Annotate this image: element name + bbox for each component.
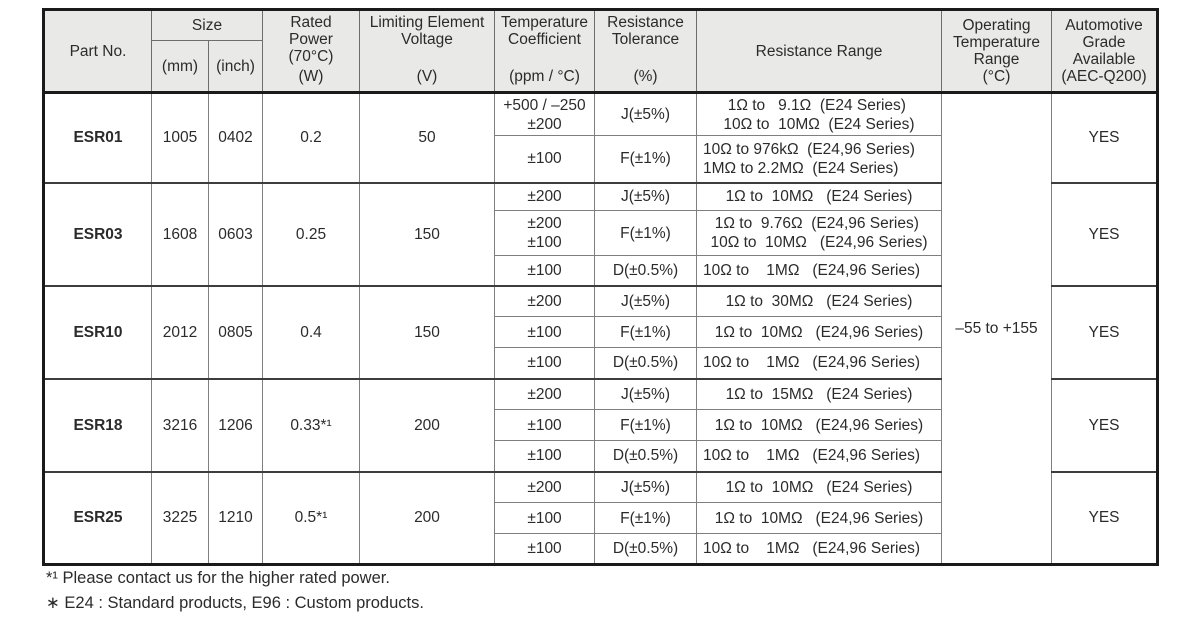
size-mm-cell: 2012 — [151, 284, 209, 379]
tolerance-cell: F(±1%) — [594, 135, 697, 183]
header-resistance-tolerance: Resistance Tolerance (%) — [594, 9, 697, 94]
temp-coeff-cell: ±200 ±100 — [494, 210, 595, 256]
temp-coeff-cell: ±100 — [494, 533, 595, 565]
header-part-no: Part No. — [43, 9, 152, 94]
resistance-range-cell: 1Ω to 9.76Ω (E24,96 Series) 10Ω to 10MΩ (… — [696, 210, 942, 256]
resistance-range-cell: 10Ω to 1MΩ (E24,96 Series) — [696, 533, 942, 565]
temp-coeff-cell: ±100 — [494, 135, 595, 183]
tolerance-cell: F(±1%) — [594, 316, 697, 348]
header-size-mm: (mm) — [151, 40, 209, 94]
resistance-range-cell: 1Ω to 15MΩ (E24 Series) — [696, 377, 942, 410]
resistance-range-cell: 10Ω to 1MΩ (E24,96 Series) — [696, 255, 942, 286]
tolerance-cell: D(±0.5%) — [594, 533, 697, 565]
temp-coeff-cell: ±100 — [494, 255, 595, 286]
header-temp-coefficient: Temperature Coefficient (ppm / °C) — [494, 9, 595, 94]
footnote-rated-power: *¹ Please contact us for the higher rate… — [46, 569, 390, 587]
voltage-cell: 150 — [359, 284, 495, 379]
temp-coeff-cell: ±200 — [494, 470, 595, 503]
size-mm-cell: 3216 — [151, 377, 209, 472]
temp-coeff-cell: +500 / –250 ±200 — [494, 91, 595, 136]
operating-temp-cell: –55 to +155 — [941, 91, 1052, 565]
size-inch-cell: 0805 — [208, 284, 263, 379]
resistance-range-cell: 1Ω to 30MΩ (E24 Series) — [696, 284, 942, 317]
footnotes: *¹ Please contact us for the higher rate… — [46, 566, 424, 616]
automotive-cell: YES — [1051, 377, 1158, 472]
resistance-range-cell: 1Ω to 10MΩ (E24 Series) — [696, 181, 942, 211]
temp-coeff-cell: ±100 — [494, 347, 595, 379]
header-limiting-voltage: Limiting Element Voltage (V) — [359, 9, 495, 94]
size-inch-cell: 0402 — [208, 91, 263, 183]
resistance-range-cell: 1Ω to 10MΩ (E24,96 Series) — [696, 409, 942, 441]
header-resistance-range: Resistance Range — [696, 9, 942, 94]
tolerance-cell: D(±0.5%) — [594, 347, 697, 379]
rated-power-cell: 0.5*¹ — [262, 470, 360, 565]
part-no-cell: ESR10 — [43, 284, 152, 379]
tolerance-cell: D(±0.5%) — [594, 440, 697, 472]
voltage-cell: 50 — [359, 91, 495, 183]
tolerance-cell: D(±0.5%) — [594, 255, 697, 286]
resistance-range-cell: 1Ω to 9.1Ω (E24 Series) 10Ω to 10MΩ (E24 … — [696, 91, 942, 136]
size-inch-cell: 1210 — [208, 470, 263, 565]
header-size-inch: (inch) — [208, 40, 263, 94]
resistance-range-cell: 10Ω to 976kΩ (E24,96 Series) 1MΩ to 2.2MΩ… — [696, 135, 942, 183]
header-rated-power: Rated Power (70°C) (W) — [262, 9, 360, 94]
size-mm-cell: 1005 — [151, 91, 209, 183]
size-mm-cell: 3225 — [151, 470, 209, 565]
rated-power-cell: 0.4 — [262, 284, 360, 379]
footnote-series: ∗ E24 : Standard products, E96 : Custom … — [46, 594, 424, 612]
voltage-cell: 150 — [359, 181, 495, 286]
resistance-range-cell: 1Ω to 10MΩ (E24,96 Series) — [696, 316, 942, 348]
automotive-cell: YES — [1051, 470, 1158, 565]
resistance-range-cell: 1Ω to 10MΩ (E24,96 Series) — [696, 502, 942, 534]
temp-coeff-cell: ±100 — [494, 409, 595, 441]
rated-power-cell: 0.33*¹ — [262, 377, 360, 472]
automotive-cell: YES — [1051, 181, 1158, 286]
tolerance-cell: F(±1%) — [594, 502, 697, 534]
part-no-cell: ESR25 — [43, 470, 152, 565]
tolerance-cell: J(±5%) — [594, 470, 697, 503]
voltage-cell: 200 — [359, 470, 495, 565]
part-no-cell: ESR18 — [43, 377, 152, 472]
automotive-cell: YES — [1051, 91, 1158, 183]
resistance-range-cell: 1Ω to 10MΩ (E24 Series) — [696, 470, 942, 503]
tolerance-cell: J(±5%) — [594, 91, 697, 136]
tolerance-cell: J(±5%) — [594, 181, 697, 211]
automotive-cell: YES — [1051, 284, 1158, 379]
resistance-range-cell: 10Ω to 1MΩ (E24,96 Series) — [696, 347, 942, 379]
spec-table: Part No. Size Rated Power (70°C) (W) Limi… — [42, 8, 1159, 566]
size-inch-cell: 0603 — [208, 181, 263, 286]
size-mm-cell: 1608 — [151, 181, 209, 286]
tolerance-cell: F(±1%) — [594, 409, 697, 441]
tolerance-cell: J(±5%) — [594, 377, 697, 410]
part-no-cell: ESR01 — [43, 91, 152, 183]
tolerance-cell: F(±1%) — [594, 210, 697, 256]
temp-coeff-cell: ±200 — [494, 181, 595, 211]
part-no-cell: ESR03 — [43, 181, 152, 286]
temp-coeff-cell: ±200 — [494, 377, 595, 410]
temp-coeff-cell: ±100 — [494, 316, 595, 348]
rated-power-cell: 0.25 — [262, 181, 360, 286]
header-automotive-grade: Automotive Grade Available (AEC-Q200) — [1051, 9, 1158, 94]
rated-power-cell: 0.2 — [262, 91, 360, 183]
temp-coeff-cell: ±200 — [494, 284, 595, 317]
header-operating-temp: Operating Temperature Range (°C) — [941, 9, 1052, 94]
resistance-range-cell: 10Ω to 1MΩ (E24,96 Series) — [696, 440, 942, 472]
voltage-cell: 200 — [359, 377, 495, 472]
temp-coeff-cell: ±100 — [494, 440, 595, 472]
header-size: Size — [151, 8, 263, 42]
temp-coeff-cell: ±100 — [494, 502, 595, 534]
size-inch-cell: 1206 — [208, 377, 263, 472]
tolerance-cell: J(±5%) — [594, 284, 697, 317]
